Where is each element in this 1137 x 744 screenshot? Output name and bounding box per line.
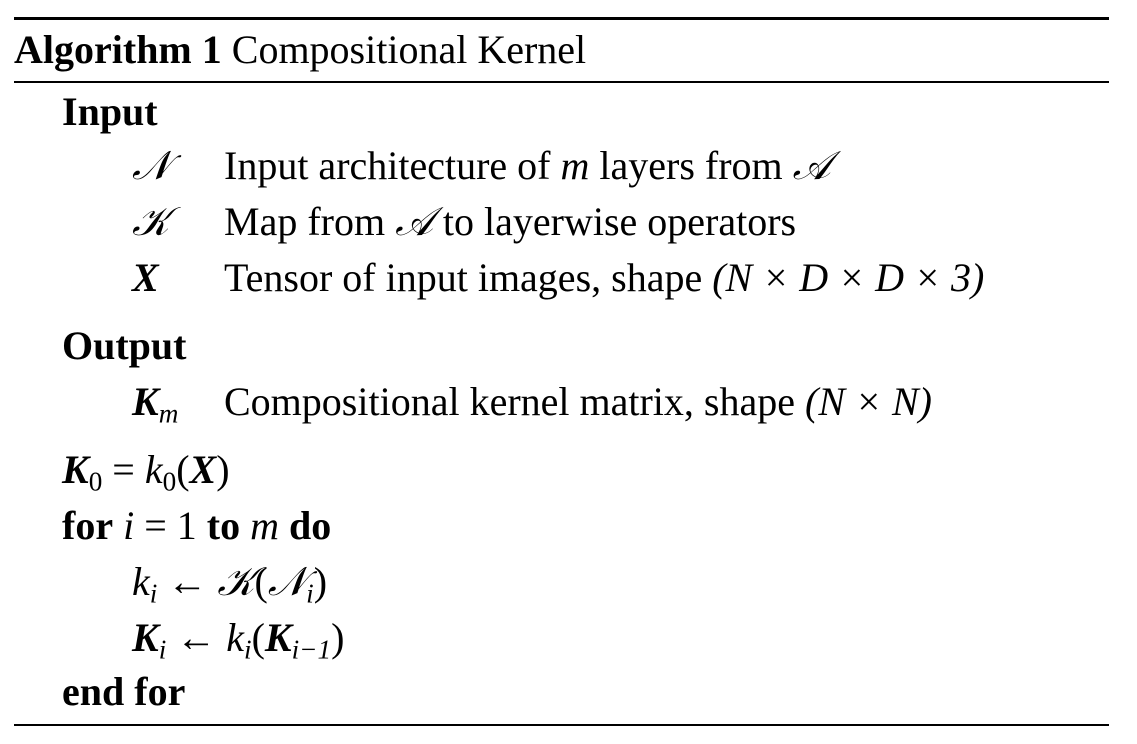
for-keyword: for bbox=[62, 503, 114, 548]
input-item-map: 𝒦 Map from 𝒜 to layerwise operators bbox=[132, 199, 797, 245]
loop-step-2: Ki ← ki(Ki−1) bbox=[132, 615, 345, 665]
bottom-rule bbox=[14, 724, 1109, 726]
end-for-keyword: end for bbox=[62, 669, 186, 714]
init-statement: K0 = k0(X) bbox=[62, 447, 230, 497]
to-keyword: to bbox=[206, 503, 241, 548]
input-item-tensor: X Tensor of input images, shape (N × D × … bbox=[132, 258, 984, 298]
input-symbol-N: 𝒩 bbox=[132, 143, 171, 189]
top-rule bbox=[14, 17, 1109, 20]
for-statement: for i = 1 to m do bbox=[62, 503, 332, 548]
input-var: m bbox=[560, 143, 590, 188]
input-heading: Input bbox=[62, 89, 158, 134]
caption-rule bbox=[14, 81, 1109, 83]
input-shape: (N × D × D × 3) bbox=[712, 255, 985, 300]
input-desc: Map from bbox=[224, 199, 386, 244]
input-desc-mid: layers from bbox=[599, 143, 783, 188]
output-heading: Output bbox=[62, 323, 187, 368]
input-desc: Input architecture of bbox=[224, 143, 551, 188]
output-item-kernel: Km Compositional kernel matrix, shape (N … bbox=[132, 379, 932, 429]
input-desc-sym: 𝒜 bbox=[792, 143, 831, 189]
do-keyword: do bbox=[288, 503, 332, 548]
output-desc: Compositional kernel matrix, shape bbox=[224, 379, 795, 424]
input-desc-after: to layerwise operators bbox=[442, 199, 797, 244]
input-desc-sym: 𝒜 bbox=[395, 199, 433, 245]
loop-step-1: ki ← 𝒦(𝒩i) bbox=[132, 559, 328, 609]
algorithm-caption: Algorithm 1 Compositional Kernel bbox=[14, 30, 586, 70]
input-desc: Tensor of input images, shape bbox=[224, 255, 703, 300]
input-symbol-X: X bbox=[132, 255, 159, 300]
input-item-architecture: 𝒩 Input architecture of m layers from 𝒜 bbox=[132, 143, 831, 189]
loop-var: i bbox=[123, 503, 135, 548]
algorithm-label: Algorithm 1 bbox=[14, 27, 222, 72]
output-shape: (N × N) bbox=[805, 379, 932, 424]
algorithm-title: Compositional Kernel bbox=[231, 27, 587, 72]
output-symbol: Km bbox=[132, 379, 179, 429]
input-symbol-K: 𝒦 bbox=[132, 199, 170, 245]
